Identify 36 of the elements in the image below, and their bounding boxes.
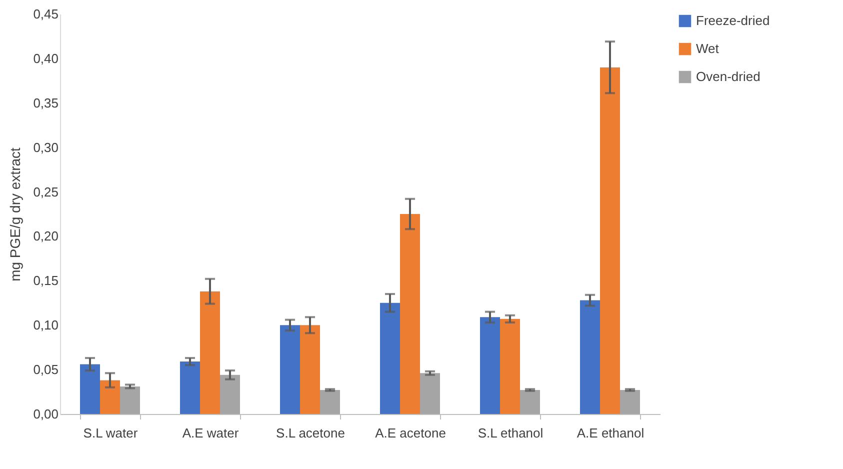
x-tick-label: A.E ethanol [576, 426, 644, 440]
y-tick-label: 0,25 [33, 184, 58, 200]
bar [280, 325, 300, 414]
bar [80, 364, 100, 414]
x-tick-label: A.E acetone [375, 426, 446, 440]
x-tick-label: S.L water [83, 426, 138, 440]
bar [100, 380, 120, 414]
y-tick-label: 0,45 [33, 6, 58, 22]
bar [400, 214, 420, 414]
bar [180, 362, 200, 414]
y-tick-label: 0,30 [33, 140, 58, 155]
bar [580, 300, 600, 414]
bar [300, 325, 320, 414]
bar [620, 390, 640, 414]
bar [220, 374, 240, 414]
y-tick-label: 0,20 [33, 228, 58, 244]
x-tick-label: A.E water [182, 426, 240, 440]
bar [480, 317, 500, 414]
y-tick-label: 0,40 [33, 50, 58, 66]
legend-label: Freeze-dried [696, 13, 770, 28]
bar [520, 390, 540, 414]
bar [200, 291, 220, 414]
bar [600, 67, 620, 414]
y-axis-title: mg PGE/g dry extract [7, 147, 24, 282]
legend-label: Wet [696, 41, 720, 56]
bar [380, 302, 400, 414]
legend-label: Oven-dried [696, 69, 760, 84]
y-tick-label: 0,35 [33, 95, 58, 110]
y-tick-label: 0,05 [33, 362, 58, 378]
y-tick-label: 0,10 [33, 318, 58, 333]
bar [500, 318, 520, 414]
x-tick-label: S.L acetone [276, 426, 345, 440]
bar [320, 390, 340, 414]
x-tick-label: S.L ethanol [478, 426, 544, 440]
y-tick-label: 0,15 [33, 273, 58, 288]
y-tick-label: 0,00 [33, 406, 58, 422]
